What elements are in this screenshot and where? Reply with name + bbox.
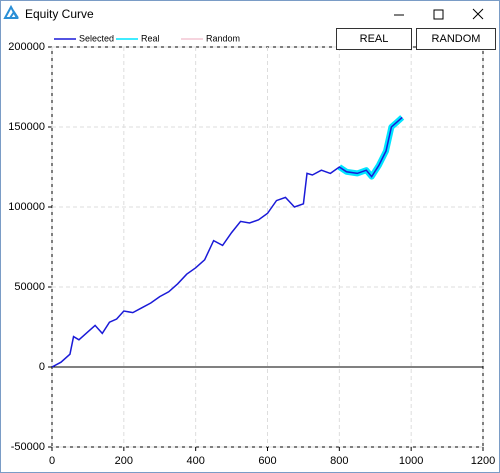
legend-label: Selected <box>79 33 114 43</box>
y-tick-label: -50000 <box>11 441 45 453</box>
y-tick-label: 50000 <box>14 281 45 293</box>
app-icon <box>3 4 19 19</box>
x-tick-label: 800 <box>330 455 348 467</box>
button[interactable]: REAL <box>336 28 412 50</box>
y-tick-label: 150000 <box>8 121 45 133</box>
y-tick-label: 0 <box>39 361 45 373</box>
y-tick-label: 100000 <box>8 201 45 213</box>
series-line <box>51 116 403 368</box>
x-tick-label: 1200 <box>471 455 495 467</box>
window-title: Equity Curve <box>25 7 94 21</box>
x-tick-label: 0 <box>49 455 55 467</box>
x-tick-label: 200 <box>115 455 133 467</box>
legend-label: Random <box>206 33 240 43</box>
legend-label: Real <box>141 33 160 43</box>
x-tick-label: 1000 <box>399 455 423 467</box>
maximize[interactable] <box>433 9 444 20</box>
x-tick-label: 400 <box>186 455 204 467</box>
x-tick-label: 600 <box>258 455 276 467</box>
close[interactable] <box>472 8 484 20</box>
button[interactable]: RANDOM <box>416 28 496 50</box>
y-tick-label: 200000 <box>8 41 45 53</box>
